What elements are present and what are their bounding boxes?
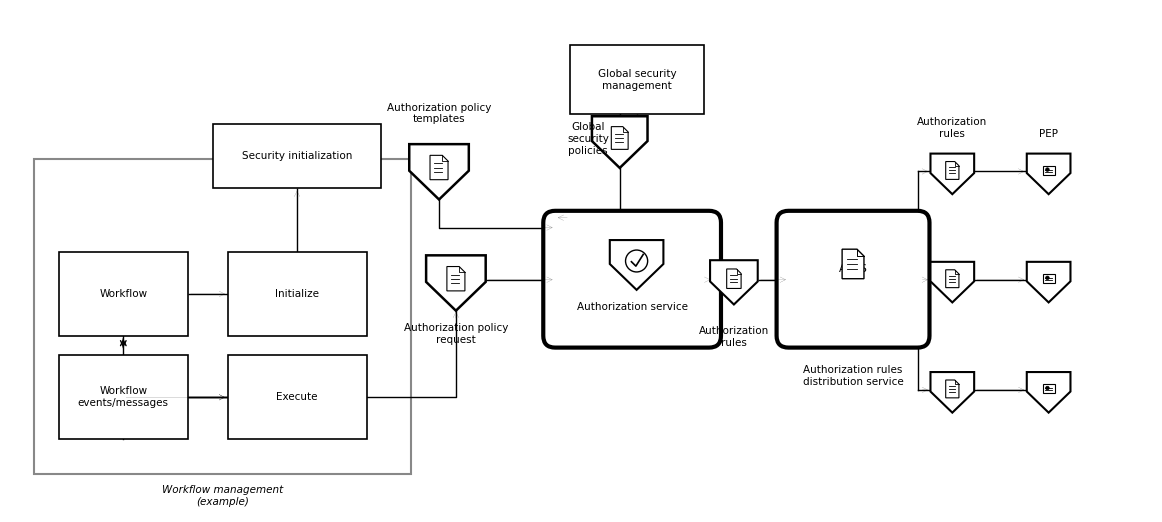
Text: Security initialization: Security initialization	[242, 151, 352, 161]
Text: Authorization rules
distribution service: Authorization rules distribution service	[803, 365, 903, 387]
PathPatch shape	[447, 267, 465, 291]
PathPatch shape	[946, 380, 959, 398]
Text: Workflow management
(example): Workflow management (example)	[162, 485, 284, 507]
PathPatch shape	[1027, 372, 1070, 412]
Text: Workflow: Workflow	[99, 289, 148, 299]
Text: Global
security
policies: Global security policies	[567, 122, 609, 156]
Text: Initialize: Initialize	[275, 289, 320, 299]
Text: Execute: Execute	[277, 393, 317, 402]
Text: Authorization service: Authorization service	[576, 302, 688, 312]
Text: Authorization policy
request: Authorization policy request	[403, 323, 508, 345]
Circle shape	[1046, 168, 1049, 171]
PathPatch shape	[610, 240, 664, 290]
PathPatch shape	[931, 372, 974, 412]
FancyBboxPatch shape	[34, 159, 411, 473]
Text: PEP: PEP	[1039, 129, 1059, 139]
FancyBboxPatch shape	[228, 252, 366, 336]
PathPatch shape	[710, 260, 758, 304]
PathPatch shape	[426, 255, 486, 311]
PathPatch shape	[430, 156, 449, 180]
Circle shape	[1046, 386, 1049, 390]
PathPatch shape	[946, 270, 959, 288]
PathPatch shape	[611, 127, 629, 149]
PathPatch shape	[726, 269, 741, 289]
FancyBboxPatch shape	[571, 45, 704, 114]
FancyBboxPatch shape	[544, 211, 720, 348]
Text: Authorization
rules: Authorization rules	[698, 326, 769, 348]
PathPatch shape	[931, 153, 974, 194]
Text: Authorization policy
templates: Authorization policy templates	[387, 103, 492, 124]
PathPatch shape	[591, 116, 647, 168]
Text: Global security
management: Global security management	[597, 69, 676, 91]
FancyBboxPatch shape	[228, 355, 366, 439]
PathPatch shape	[931, 262, 974, 302]
PathPatch shape	[409, 144, 468, 199]
FancyBboxPatch shape	[59, 355, 188, 439]
Text: ARDS: ARDS	[839, 264, 868, 275]
PathPatch shape	[1027, 153, 1070, 194]
PathPatch shape	[946, 161, 959, 180]
PathPatch shape	[1027, 262, 1070, 302]
FancyBboxPatch shape	[1042, 274, 1055, 283]
FancyBboxPatch shape	[776, 211, 930, 348]
FancyBboxPatch shape	[213, 124, 381, 188]
FancyBboxPatch shape	[1042, 166, 1055, 175]
Text: Workflow
events/messages: Workflow events/messages	[78, 386, 168, 408]
FancyBboxPatch shape	[59, 252, 188, 336]
FancyBboxPatch shape	[1042, 385, 1055, 394]
Text: Authorization
rules: Authorization rules	[917, 117, 988, 139]
Circle shape	[1046, 276, 1049, 280]
PathPatch shape	[842, 249, 865, 279]
